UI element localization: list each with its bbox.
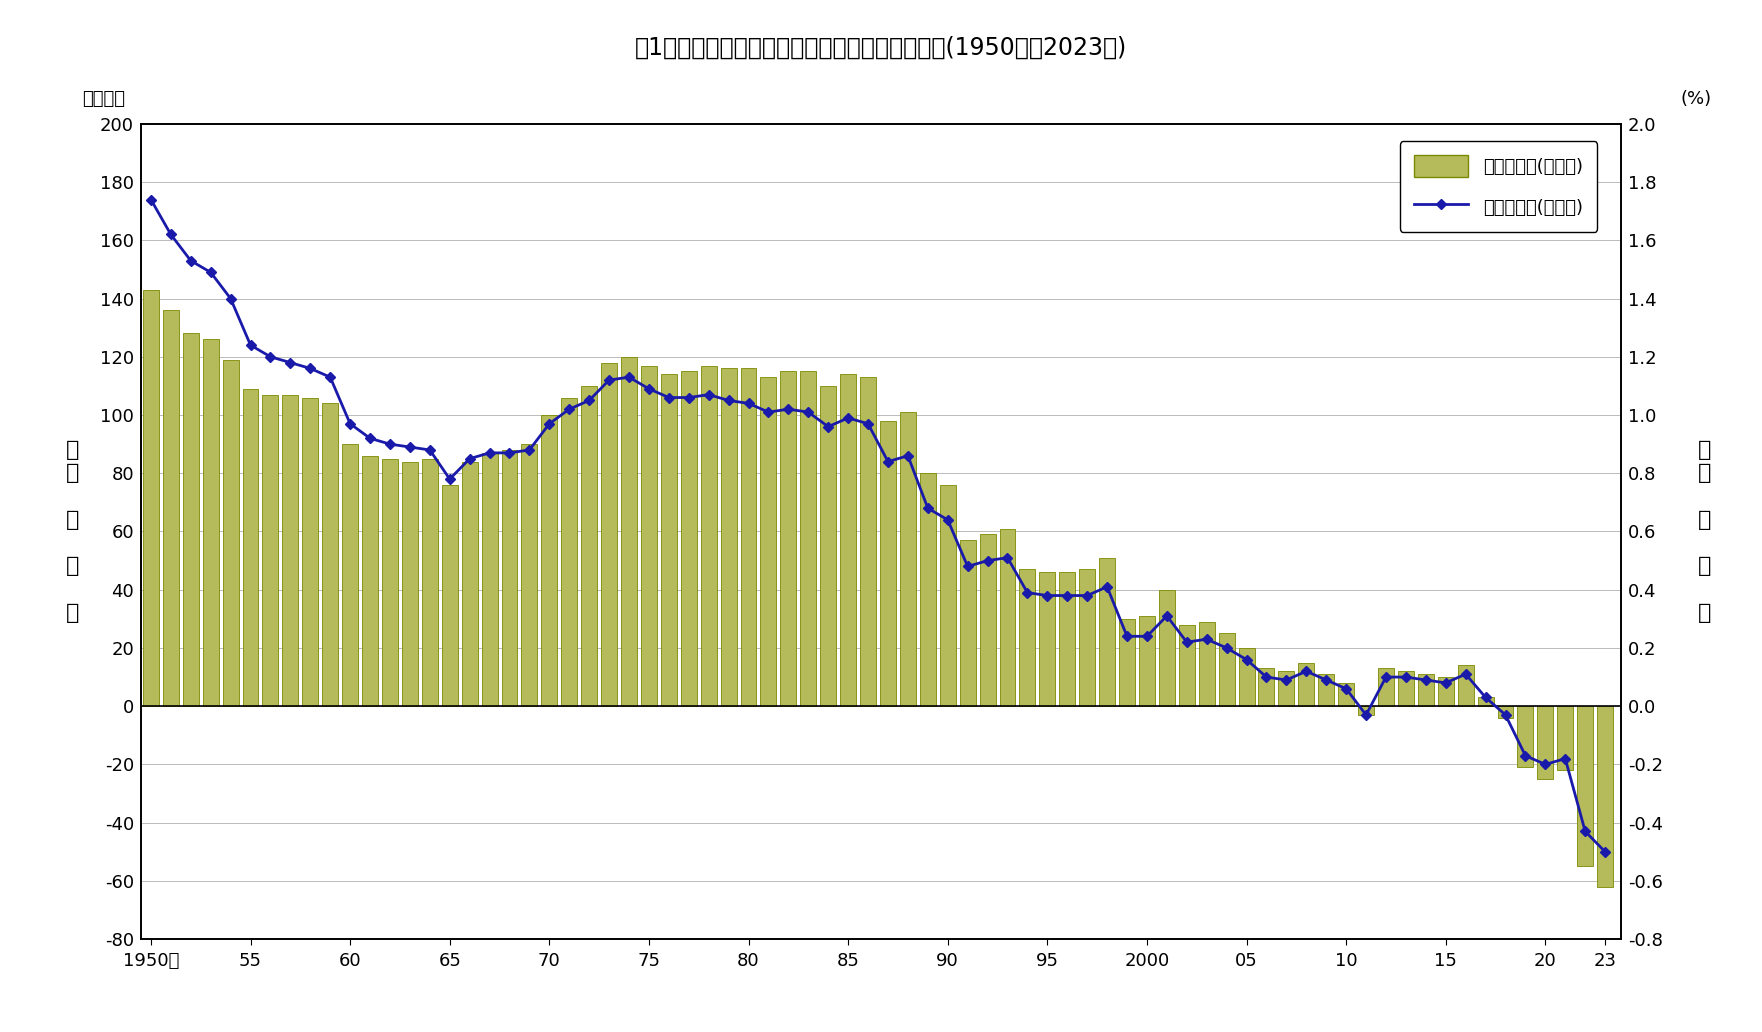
Bar [601,362,617,706]
Bar [701,365,717,706]
Bar [1457,666,1473,706]
Bar [1059,572,1075,706]
Bar [143,290,159,706]
Bar [361,456,379,706]
Text: （万人）: （万人） [81,90,125,107]
Bar [442,485,458,706]
Bar [1397,671,1413,706]
Bar [581,386,597,706]
Bar [1279,671,1295,706]
Bar [1138,616,1154,706]
Bar [1299,663,1314,706]
Bar [522,444,537,706]
Bar [1596,706,1612,886]
Text: (%): (%) [1681,90,1711,107]
Bar [680,372,696,706]
Bar [721,368,737,706]
Bar [939,485,955,706]
Bar [1378,669,1394,706]
Bar [1538,706,1554,779]
Legend: 人口増減数(左目盛), 人口増減率(右目盛): 人口増減数(左目盛), 人口増減率(右目盛) [1399,141,1596,232]
Text: 図1　総人口の人口増減数及び人口増減率の推移(1950年～2023年): 図1 総人口の人口増減数及び人口増減率の推移(1950年～2023年) [634,36,1128,60]
Bar [203,340,218,706]
Bar [282,394,298,706]
Bar [920,474,936,706]
Bar [1517,706,1533,768]
Y-axis label: 人
口

増

減

率: 人 口 増 減 率 [1699,441,1711,622]
Bar [821,386,837,706]
Bar [620,357,638,706]
Bar [243,389,259,706]
Bar [162,311,178,706]
Bar [1258,669,1274,706]
Bar [462,461,478,706]
Bar [1418,674,1434,706]
Bar [562,397,578,706]
Bar [781,372,796,706]
Bar [960,540,976,706]
Bar [1198,621,1214,706]
Bar [900,412,916,706]
Bar [1478,698,1494,706]
Bar [1179,624,1195,706]
Bar [1239,648,1255,706]
Bar [1558,706,1573,770]
Bar [879,421,895,706]
Bar [303,397,319,706]
Bar [481,453,497,706]
Bar [1099,557,1115,706]
Bar [661,375,677,706]
Bar [740,368,756,706]
Bar [980,535,996,706]
Bar [1078,570,1096,706]
Bar [1159,589,1175,706]
Bar [183,333,199,706]
Bar [382,458,398,706]
Bar [999,528,1015,706]
Bar [761,377,777,706]
Bar [1318,674,1334,706]
Bar [1040,572,1055,706]
Bar [860,377,876,706]
Bar [342,444,358,706]
Bar [840,375,856,706]
Bar [502,450,518,706]
Bar [322,404,338,706]
Bar [641,365,657,706]
Y-axis label: 人
口

増

減

数: 人 口 増 減 数 [65,441,79,622]
Bar [800,372,816,706]
Bar [402,461,418,706]
Bar [1020,570,1036,706]
Bar [541,415,557,706]
Bar [222,360,238,706]
Bar [1498,706,1514,718]
Bar [1337,683,1355,706]
Bar [263,394,278,706]
Bar [1219,634,1235,706]
Bar [1577,706,1593,866]
Bar [421,458,437,706]
Bar [1359,706,1374,715]
Bar [1119,619,1135,706]
Bar [1438,677,1454,706]
